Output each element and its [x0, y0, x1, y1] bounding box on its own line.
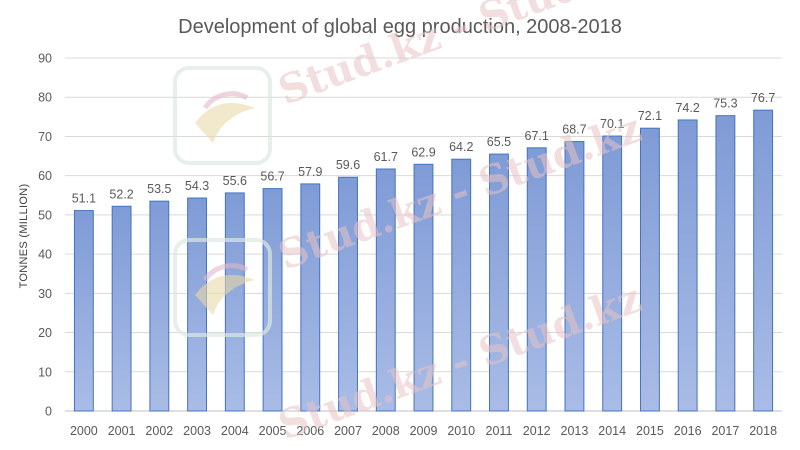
x-tick-label-2011: 2011: [486, 424, 513, 438]
data-label-2010: 64.2: [449, 140, 473, 154]
bar-2000: [73, 210, 94, 412]
y-tick-label: 30: [38, 287, 52, 301]
data-label-2013: 68.7: [562, 123, 586, 137]
x-tick-label-2009: 2009: [410, 424, 438, 438]
data-label-2015: 72.1: [638, 109, 662, 123]
x-tick-label-2007: 2007: [334, 424, 362, 438]
y-tick-label: 70: [38, 130, 52, 144]
data-label-2014: 70.1: [600, 117, 624, 131]
data-label-2006: 57.9: [298, 165, 322, 179]
bar-2016: [677, 119, 698, 412]
bar-2011: [489, 153, 509, 412]
y-tick-label: 50: [38, 208, 52, 222]
x-tick-label-2008: 2008: [372, 424, 400, 438]
watermark-logo: [173, 238, 272, 337]
bar-2002: [149, 200, 170, 412]
bar-2015: [639, 127, 660, 412]
bar-2005: [262, 188, 283, 412]
bar-2008: [375, 168, 396, 412]
bar-2004: [224, 192, 245, 412]
x-tick-label-2001: 2001: [108, 424, 136, 438]
x-tick-label-2015: 2015: [636, 424, 664, 438]
data-label-2008: 61.7: [374, 150, 398, 164]
x-tick-label-2005: 2005: [259, 424, 287, 438]
data-label-2012: 67.1: [525, 129, 549, 143]
bar-2006: [300, 183, 321, 412]
data-label-2009: 62.9: [411, 145, 435, 159]
bar-2014: [602, 135, 623, 412]
y-axis-ticks: 0 10 20 30 40 50 60 70 80 90: [38, 52, 52, 419]
data-label-2004: 55.6: [223, 174, 247, 188]
bar-2009: [413, 163, 434, 412]
x-tick-label-2013: 2013: [561, 424, 589, 438]
x-tick-label-2003: 2003: [183, 424, 211, 438]
x-tick-label-2000: 2000: [70, 424, 98, 438]
data-label-2007: 59.6: [336, 158, 360, 172]
x-tick-label-2010: 2010: [447, 424, 475, 438]
x-tick-label-2017: 2017: [711, 424, 739, 438]
y-tick-label: 40: [38, 248, 52, 262]
bar-2007: [338, 176, 358, 412]
data-label-2011: 65.5: [487, 135, 511, 149]
chart-title: Development of global egg production, 20…: [178, 16, 622, 38]
x-tick-label-2012: 2012: [523, 424, 551, 438]
x-axis-ticks: 2000 2001 2002 2003 2004 2005 2006 2007 2008 2009…: [70, 424, 777, 438]
bar-2001: [111, 205, 132, 412]
data-label-2005: 56.7: [260, 170, 284, 184]
bar-2013: [564, 141, 585, 412]
y-tick-label: 90: [38, 52, 52, 66]
bar-2010: [451, 158, 472, 412]
bar-2012: [526, 147, 547, 412]
y-tick-label: 80: [38, 91, 52, 105]
bar-2017: [715, 115, 736, 412]
watermark-logo: [173, 66, 272, 165]
data-label-2000: 51.1: [72, 192, 96, 206]
y-tick-label: 0: [45, 405, 52, 419]
y-axis-title: TONNES (MILLION): [18, 184, 30, 289]
data-label-2001: 52.2: [109, 187, 133, 201]
x-tick-label-2006: 2006: [296, 424, 324, 438]
data-label-2016: 74.2: [675, 101, 699, 115]
data-label-2003: 54.3: [185, 179, 209, 193]
bar-2018: [753, 109, 774, 412]
x-tick-label-2014: 2014: [598, 424, 626, 438]
x-tick-label-2004: 2004: [221, 424, 249, 438]
data-label-2002: 53.5: [147, 182, 171, 196]
data-label-2018: 76.7: [751, 91, 775, 105]
x-tick-label-2002: 2002: [145, 424, 173, 438]
x-tick-label-2018: 2018: [749, 424, 777, 438]
x-tick-label-2016: 2016: [674, 424, 702, 438]
y-tick-label: 60: [38, 169, 52, 183]
y-tick-label: 10: [38, 365, 52, 379]
data-label-2017: 75.3: [713, 97, 737, 111]
y-tick-label: 20: [38, 326, 52, 340]
data-labels: 51.1 52.2 53.5 54.3 55.6 56.7 57.9 59.6 61.7 62.9…: [72, 91, 776, 205]
